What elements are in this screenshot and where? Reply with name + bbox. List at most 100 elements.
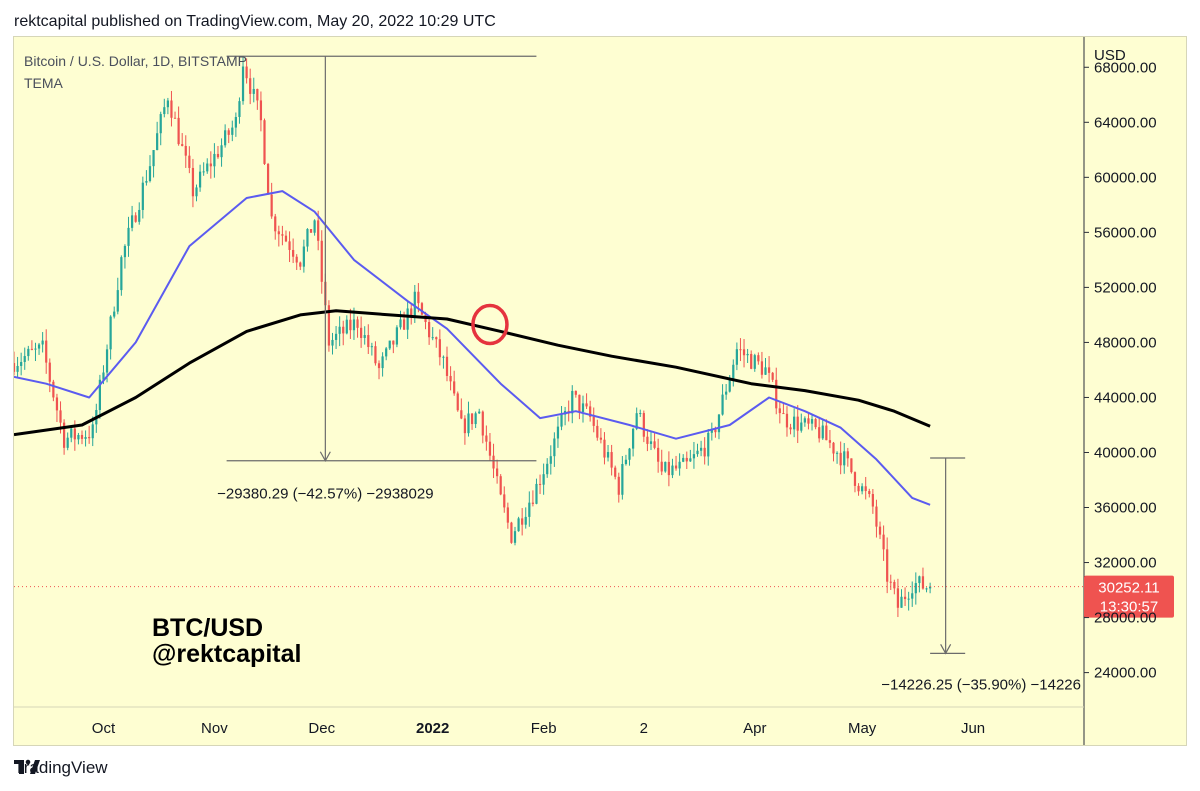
candle <box>331 332 334 355</box>
candle-body <box>728 378 731 392</box>
candle <box>145 170 148 186</box>
candle <box>671 458 674 479</box>
time-tick-label: Apr <box>743 720 766 737</box>
candle-body <box>381 356 384 369</box>
candle <box>120 255 123 296</box>
candle <box>241 57 245 105</box>
price-axis-unit: USD <box>1094 47 1126 64</box>
last-price-value: 30252.11 <box>1098 580 1159 597</box>
candle <box>342 320 345 346</box>
candle <box>886 537 889 594</box>
candle <box>875 499 878 538</box>
time-tick-label: Feb <box>531 720 557 737</box>
candle-body <box>789 427 792 430</box>
candle <box>30 340 34 351</box>
candle-body <box>173 117 177 119</box>
candle-body <box>725 391 728 395</box>
candle-body <box>814 419 817 428</box>
candle-body <box>596 425 599 438</box>
price-axis: 68000.00 64000.00 60000.00 56000.00 52000.00… <box>1084 59 1157 682</box>
candle <box>506 502 509 529</box>
candle-body <box>753 355 756 369</box>
published-line: rektcapital published on TradingView.com… <box>14 13 496 30</box>
candle <box>170 90 173 127</box>
candle <box>313 219 316 236</box>
candle-body <box>313 220 316 233</box>
candle <box>485 425 488 451</box>
candle <box>538 474 542 495</box>
price-range-measure: −14226.25 (−35.90%) −14226 <box>881 457 1081 693</box>
candle <box>478 408 481 414</box>
candle-body <box>581 403 585 412</box>
candle-body <box>470 413 474 425</box>
candle <box>496 459 499 484</box>
candle-body <box>861 486 864 492</box>
highlight-circle <box>471 303 509 346</box>
candle <box>499 474 502 496</box>
candle-body <box>853 472 857 486</box>
candle-body <box>835 452 839 454</box>
candle <box>606 445 610 462</box>
candle <box>721 384 724 416</box>
candle <box>563 406 567 426</box>
candle-body <box>803 418 806 423</box>
candle-body <box>360 327 363 338</box>
candle <box>191 158 195 208</box>
candle-body <box>367 335 370 348</box>
candle <box>299 261 302 271</box>
candle-body <box>62 422 66 448</box>
candle-body <box>41 340 44 345</box>
candle <box>871 489 874 514</box>
candle-body <box>156 133 159 151</box>
candle-body <box>435 337 438 340</box>
candle-body <box>760 361 764 375</box>
candle-body <box>277 231 280 235</box>
candle <box>764 358 767 375</box>
candle-body <box>531 502 535 504</box>
candle <box>363 326 366 345</box>
candle <box>868 488 871 498</box>
candle <box>231 120 234 142</box>
candle-body <box>703 447 706 457</box>
candle <box>585 393 588 409</box>
candle <box>277 225 280 247</box>
candle-body <box>674 465 678 469</box>
candle <box>406 301 409 339</box>
last-price-tag: 30252.11 13:30:57 <box>1084 575 1174 618</box>
candle-body <box>714 429 717 433</box>
candle-body <box>363 335 366 338</box>
candle-body <box>453 381 456 394</box>
candle-body <box>420 303 424 315</box>
chart-area[interactable] <box>13 36 1187 746</box>
candle <box>775 367 778 415</box>
candle-body <box>45 340 48 363</box>
candle-body <box>889 581 892 583</box>
candle <box>682 454 685 463</box>
candle-body <box>249 78 252 94</box>
candle-body <box>170 100 173 118</box>
candle-body <box>252 88 255 94</box>
candle-body <box>742 349 746 356</box>
candle <box>843 443 846 474</box>
candle <box>692 441 696 469</box>
indicator-label[interactable]: TEMA <box>24 75 64 91</box>
candle <box>16 356 19 379</box>
price-tick-label: 40000.00 <box>1094 444 1157 461</box>
candle <box>850 458 853 474</box>
candle-body <box>617 476 620 495</box>
candle <box>617 472 620 503</box>
candle <box>574 390 577 398</box>
candle <box>800 413 803 433</box>
candle <box>782 403 785 415</box>
candle-body <box>388 340 391 349</box>
candle <box>48 358 51 393</box>
candle <box>377 360 381 380</box>
candle <box>213 143 216 178</box>
candle <box>327 300 331 352</box>
candle-body <box>810 419 814 424</box>
candle-body <box>431 337 434 339</box>
time-tick-label: Oct <box>92 720 116 737</box>
candle-body <box>148 166 152 182</box>
candle-body <box>585 403 588 407</box>
